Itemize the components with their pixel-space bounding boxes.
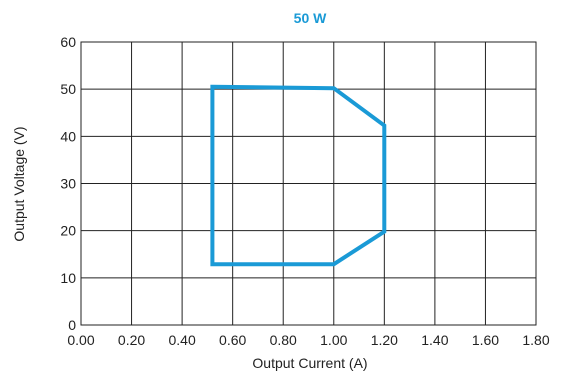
y-tick-label: 20 (60, 223, 76, 239)
x-tick-label: 1.40 (421, 332, 448, 348)
y-axis-ticks: 0 10 20 30 40 50 60 (60, 34, 76, 333)
x-tick-label: 0.80 (270, 332, 297, 348)
x-tick-label: 0.40 (168, 332, 195, 348)
y-tick-label: 0 (68, 317, 76, 333)
operating-area-outline (210, 84, 387, 267)
x-tick-label: 1.80 (522, 332, 549, 348)
x-tick-label: 0.20 (118, 332, 145, 348)
x-tick-label: 1.20 (371, 332, 398, 348)
y-tick-label: 60 (60, 34, 76, 50)
series-layer (210, 84, 387, 267)
x-axis-label: Output Current (A) (252, 355, 367, 371)
plot-frame (80, 41, 537, 326)
grid (80, 41, 537, 326)
x-tick-label: 1.00 (320, 332, 347, 348)
y-tick-label: 40 (60, 128, 76, 144)
y-tick-label: 50 (60, 81, 76, 97)
y-axis-label: Output Voltage (V) (11, 126, 27, 241)
x-tick-label: 0.60 (219, 332, 246, 348)
y-tick-label: 10 (60, 270, 76, 286)
x-tick-label: 0.00 (67, 332, 94, 348)
y-tick-label: 30 (60, 176, 76, 192)
x-tick-label: 1.60 (472, 332, 499, 348)
x-axis-ticks: 0.00 0.20 0.40 0.60 0.80 1.00 1.20 1.40 1.60 1.80 (67, 332, 549, 348)
chart-title: 50 W (294, 10, 327, 26)
